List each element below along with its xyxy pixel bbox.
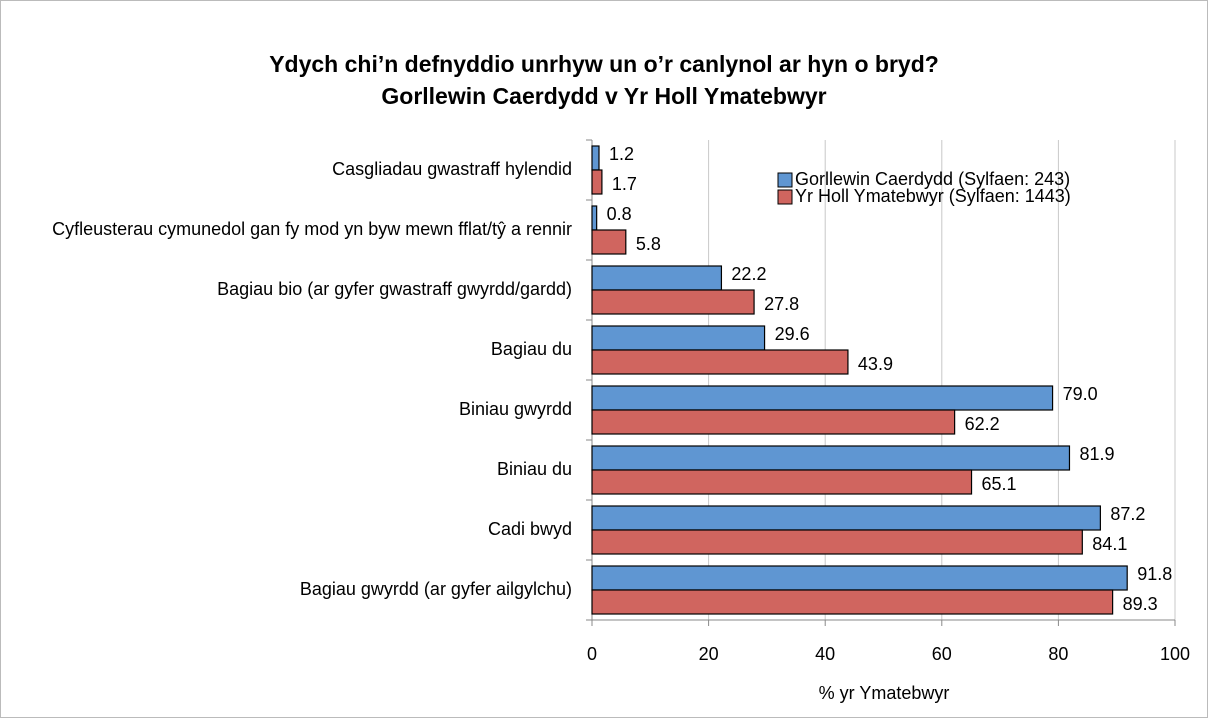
value-label: 65.1: [982, 474, 1017, 494]
legend-label: Gorllewin Caerdydd (Sylfaen: 243): [795, 169, 1070, 189]
y-tick-label: Bagiau du: [491, 339, 572, 359]
value-label: 29.6: [775, 324, 810, 344]
bar: [591, 445, 1071, 471]
bar: [591, 229, 627, 255]
y-tick-label: Biniau du: [497, 459, 572, 479]
chart-title: Gorllewin Caerdydd v Yr Holl Ymatebwyr: [381, 83, 826, 109]
bar: [591, 385, 1054, 411]
y-tick-label: Bagiau gwyrdd (ar gyfer ailgylchu): [300, 579, 572, 599]
bar: [591, 205, 598, 231]
x-tick-label: 60: [932, 644, 952, 664]
x-tick-label: 80: [1048, 644, 1068, 664]
bar: [591, 505, 1101, 531]
bar: [591, 349, 849, 375]
bar: [591, 529, 1083, 555]
chart-title: Ydych chi’n defnyddio unrhyw un o’r canl…: [269, 51, 939, 77]
value-label: 84.1: [1092, 534, 1127, 554]
x-tick-label: 40: [815, 644, 835, 664]
bar: [591, 145, 600, 171]
y-tick-label: Bagiau bio (ar gyfer gwastraff gwyrdd/ga…: [217, 279, 572, 299]
bar: [591, 469, 973, 495]
value-label: 89.3: [1123, 594, 1158, 614]
legend-swatch: [777, 189, 793, 205]
value-label: 0.8: [607, 204, 632, 224]
y-tick-label: Biniau gwyrdd: [459, 399, 572, 419]
value-label: 27.8: [764, 294, 799, 314]
bar: [591, 409, 956, 435]
bar: [591, 265, 723, 291]
value-label: 79.0: [1063, 384, 1098, 404]
bar: [591, 169, 603, 195]
y-tick-label: Casgliadau gwastraff hylendid: [332, 159, 572, 179]
y-tick-label: Cyfleusterau cymunedol gan fy mod yn byw…: [52, 219, 572, 239]
value-label: 87.2: [1110, 504, 1145, 524]
x-tick-label: 0: [587, 644, 597, 664]
value-label: 91.8: [1137, 564, 1172, 584]
value-label: 1.2: [609, 144, 634, 164]
y-tick-label: Cadi bwyd: [488, 519, 572, 539]
legend-swatch: [777, 172, 793, 188]
value-label: 81.9: [1079, 444, 1114, 464]
x-axis-label: % yr Ymatebwyr: [819, 683, 950, 703]
value-label: 5.8: [636, 234, 661, 254]
legend-label: Yr Holl Ymatebwyr (Sylfaen: 1443): [795, 186, 1071, 206]
bar: [591, 289, 755, 315]
value-label: 1.7: [612, 174, 637, 194]
value-label: 62.2: [965, 414, 1000, 434]
bar: [591, 565, 1128, 591]
bar: [591, 589, 1114, 615]
x-tick-label: 20: [699, 644, 719, 664]
x-tick-label: 100: [1160, 644, 1190, 664]
value-label: 22.2: [731, 264, 766, 284]
value-label: 43.9: [858, 354, 893, 374]
bar: [591, 325, 766, 351]
